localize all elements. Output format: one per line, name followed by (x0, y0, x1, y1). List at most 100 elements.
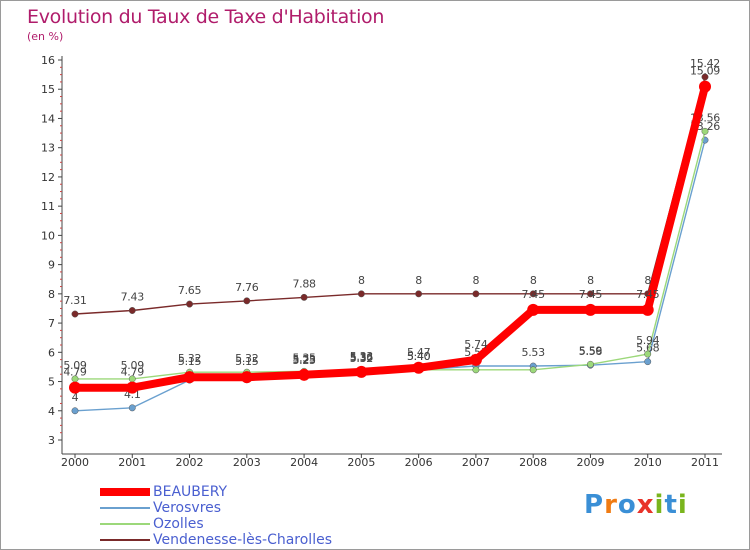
y-tick-label: 13 (41, 142, 55, 155)
y-tick-label: 3 (48, 434, 55, 447)
y-tick-label: 4 (48, 405, 55, 418)
data-label-verosvres: 5.25 (292, 354, 316, 367)
data-label-vendenesse-l-s-charolles: 8 (587, 274, 594, 287)
data-point-ozolles (472, 366, 480, 374)
data-label-beaubery: 5.47 (407, 346, 431, 359)
legend-item-beaubery: BEAUBERY (100, 484, 360, 500)
legend-label-beaubery: BEAUBERY (153, 484, 228, 500)
data-label-vendenesse-l-s-charolles: 7.88 (292, 277, 316, 290)
x-tick-label: 2000 (61, 456, 89, 469)
data-label-beaubery: 5.15 (235, 355, 259, 368)
legend-label-ozolles: Ozolles (153, 516, 204, 532)
data-point-beaubery (412, 361, 425, 374)
data-point-vendenesse-l-s-charolles (472, 290, 480, 298)
legend: BEAUBERY Verosvres Ozolles Vendenesse-lè… (100, 484, 360, 548)
x-tick-label: 2011 (691, 456, 719, 469)
data-point-beaubery (699, 80, 711, 93)
data-label-ozolles: 5.35 (292, 351, 316, 364)
legend-item-ozolles: Ozolles (100, 516, 360, 532)
data-label-beaubery: 7.45 (636, 288, 660, 301)
data-label-beaubery: 5.74 (464, 338, 488, 351)
y-tick-label: 12 (41, 171, 55, 184)
data-label-beaubery: 4.79 (121, 366, 145, 379)
data-label-vendenesse-l-s-charolles: 8 (473, 274, 480, 287)
y-tick-label: 10 (41, 229, 55, 242)
y-tick-label: 6 (48, 346, 55, 359)
data-label-ozolles: 5.40 (407, 350, 431, 363)
data-label-ozolles: 5.32 (235, 352, 258, 365)
data-label-ozolles: 5.36 (350, 351, 374, 364)
data-point-verosvres (71, 407, 79, 415)
data-label-beaubery: 15.09 (690, 65, 720, 78)
data-label-vendenesse-l-s-charolles: 7.76 (235, 281, 259, 294)
legend-swatch-verosvres (100, 507, 150, 509)
legend-swatch-vendenesse (100, 539, 150, 541)
legend-item-verosvres: Verosvres (100, 500, 360, 516)
data-label-ozolles: 5.09 (121, 359, 145, 372)
data-label-vendenesse-l-s-charolles: 7.65 (178, 284, 202, 297)
data-point-beaubery (126, 381, 139, 394)
x-tick-label: 2009 (576, 456, 604, 469)
x-tick-label: 2001 (118, 456, 146, 469)
data-point-vendenesse-l-s-charolles (300, 293, 308, 301)
data-point-ozolles (644, 350, 652, 358)
x-tick-label: 2002 (176, 456, 204, 469)
data-label-ozolles: 5.09 (63, 359, 87, 372)
x-tick-label: 2003 (233, 456, 261, 469)
data-point-beaubery (527, 303, 540, 316)
chart-unit: (en %) (27, 30, 64, 43)
legend-item-vendenesse: Vendenesse-lès-Charolles (100, 532, 360, 548)
legend-swatch-beaubery (100, 488, 150, 496)
x-tick-label: 2008 (519, 456, 547, 469)
data-point-vendenesse-l-s-charolles (357, 290, 365, 298)
data-point-ozolles (587, 360, 594, 368)
data-point-beaubery (298, 368, 311, 381)
series-line-vendenesse-l-s-charolles (74, 76, 706, 315)
legend-swatch-ozolles (100, 523, 150, 525)
y-tick-label: 14 (41, 112, 55, 125)
data-point-ozolles (529, 366, 537, 374)
data-point-beaubery (584, 303, 597, 316)
data-label-ozolles: 5.94 (636, 334, 660, 347)
data-label-verosvres: 5.53 (522, 346, 546, 359)
x-tick-label: 2010 (634, 456, 662, 469)
brand-logo-letter: i (654, 490, 665, 520)
data-label-beaubery: 7.45 (522, 288, 546, 301)
data-point-verosvres (644, 358, 652, 366)
y-tick-label: 8 (48, 288, 55, 301)
data-point-vendenesse-l-s-charolles (71, 310, 79, 318)
data-label-vendenesse-l-s-charolles: 7.43 (121, 291, 145, 304)
data-point-verosvres (128, 404, 136, 412)
data-label-vendenesse-l-s-charolles: 7.31 (63, 294, 86, 307)
y-tick-label: 16 (41, 54, 55, 67)
data-point-vendenesse-l-s-charolles (186, 300, 193, 308)
data-label-ozolles: 5.59 (579, 344, 603, 357)
data-label-vendenesse-l-s-charolles: 15.42 (690, 57, 720, 70)
data-label-verosvres: 4 (72, 391, 79, 404)
data-point-beaubery (69, 381, 81, 394)
data-label-verosvres: 5.56 (579, 345, 603, 358)
data-point-vendenesse-l-s-charolles (415, 290, 423, 298)
brand-logo-letter: P (584, 490, 605, 520)
data-point-beaubery (469, 353, 482, 366)
chart-title: Evolution du Taux de Taxe d'Habitation (27, 6, 385, 28)
brand-logo-letter: x (636, 490, 655, 520)
x-tick-label: 2007 (462, 456, 490, 469)
data-label-verosvres: 5.68 (636, 342, 660, 355)
y-tick-label: 15 (41, 83, 55, 96)
data-label-vendenesse-l-s-charolles: 8 (415, 274, 422, 287)
legend-label-verosvres: Verosvres (153, 500, 222, 516)
y-tick-label: 9 (48, 259, 55, 272)
x-tick-label: 2004 (290, 456, 318, 469)
y-tick-label: 5 (48, 376, 55, 389)
data-point-beaubery (240, 371, 253, 384)
data-point-vendenesse-l-s-charolles (243, 297, 251, 305)
brand-logo-letter: i (677, 490, 688, 520)
data-point-ozolles (701, 127, 709, 135)
brand-logo-letter: t (664, 490, 678, 520)
data-point-beaubery (355, 365, 368, 378)
brand-logo-letter: r (604, 490, 618, 520)
series-line-beaubery (71, 82, 709, 392)
